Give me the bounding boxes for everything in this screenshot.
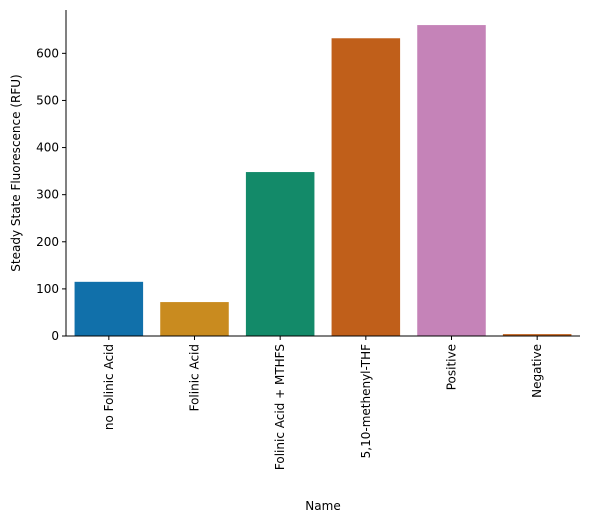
x-tick-label: 5,10-methenyl-THF <box>359 344 373 458</box>
bar-1 <box>160 302 229 336</box>
y-tick-label: 400 <box>36 141 59 155</box>
y-tick-label: 600 <box>36 46 59 60</box>
bar-3 <box>331 38 401 336</box>
x-tick-label: Folinic Acid <box>188 344 202 411</box>
x-axis-ticks: no Folinic Acid Folinic Acid Folinic Acid … <box>102 336 544 470</box>
bar-4 <box>417 25 486 337</box>
y-axis-label: Steady State Fluorescence (RFU) <box>9 74 23 271</box>
x-tick-label: Folinic Acid + MTHFS <box>273 344 287 470</box>
y-tick-label: 0 <box>51 329 59 343</box>
x-tick-label: no Folinic Acid <box>102 344 116 430</box>
y-tick-label: 500 <box>36 93 59 107</box>
bar-5 <box>502 334 572 336</box>
x-tick-label: Positive <box>445 344 459 390</box>
bar-0 <box>74 281 144 336</box>
x-axis-label: Name <box>305 499 340 513</box>
y-tick-label: 300 <box>36 188 59 202</box>
y-tick-label: 100 <box>36 282 59 296</box>
bar-2 <box>245 172 315 336</box>
x-tick-label: Negative <box>530 344 544 398</box>
y-axis-ticks: 0 100 200 300 400 500 600 <box>36 46 66 343</box>
bars-group <box>74 25 572 337</box>
y-tick-label: 200 <box>36 235 59 249</box>
